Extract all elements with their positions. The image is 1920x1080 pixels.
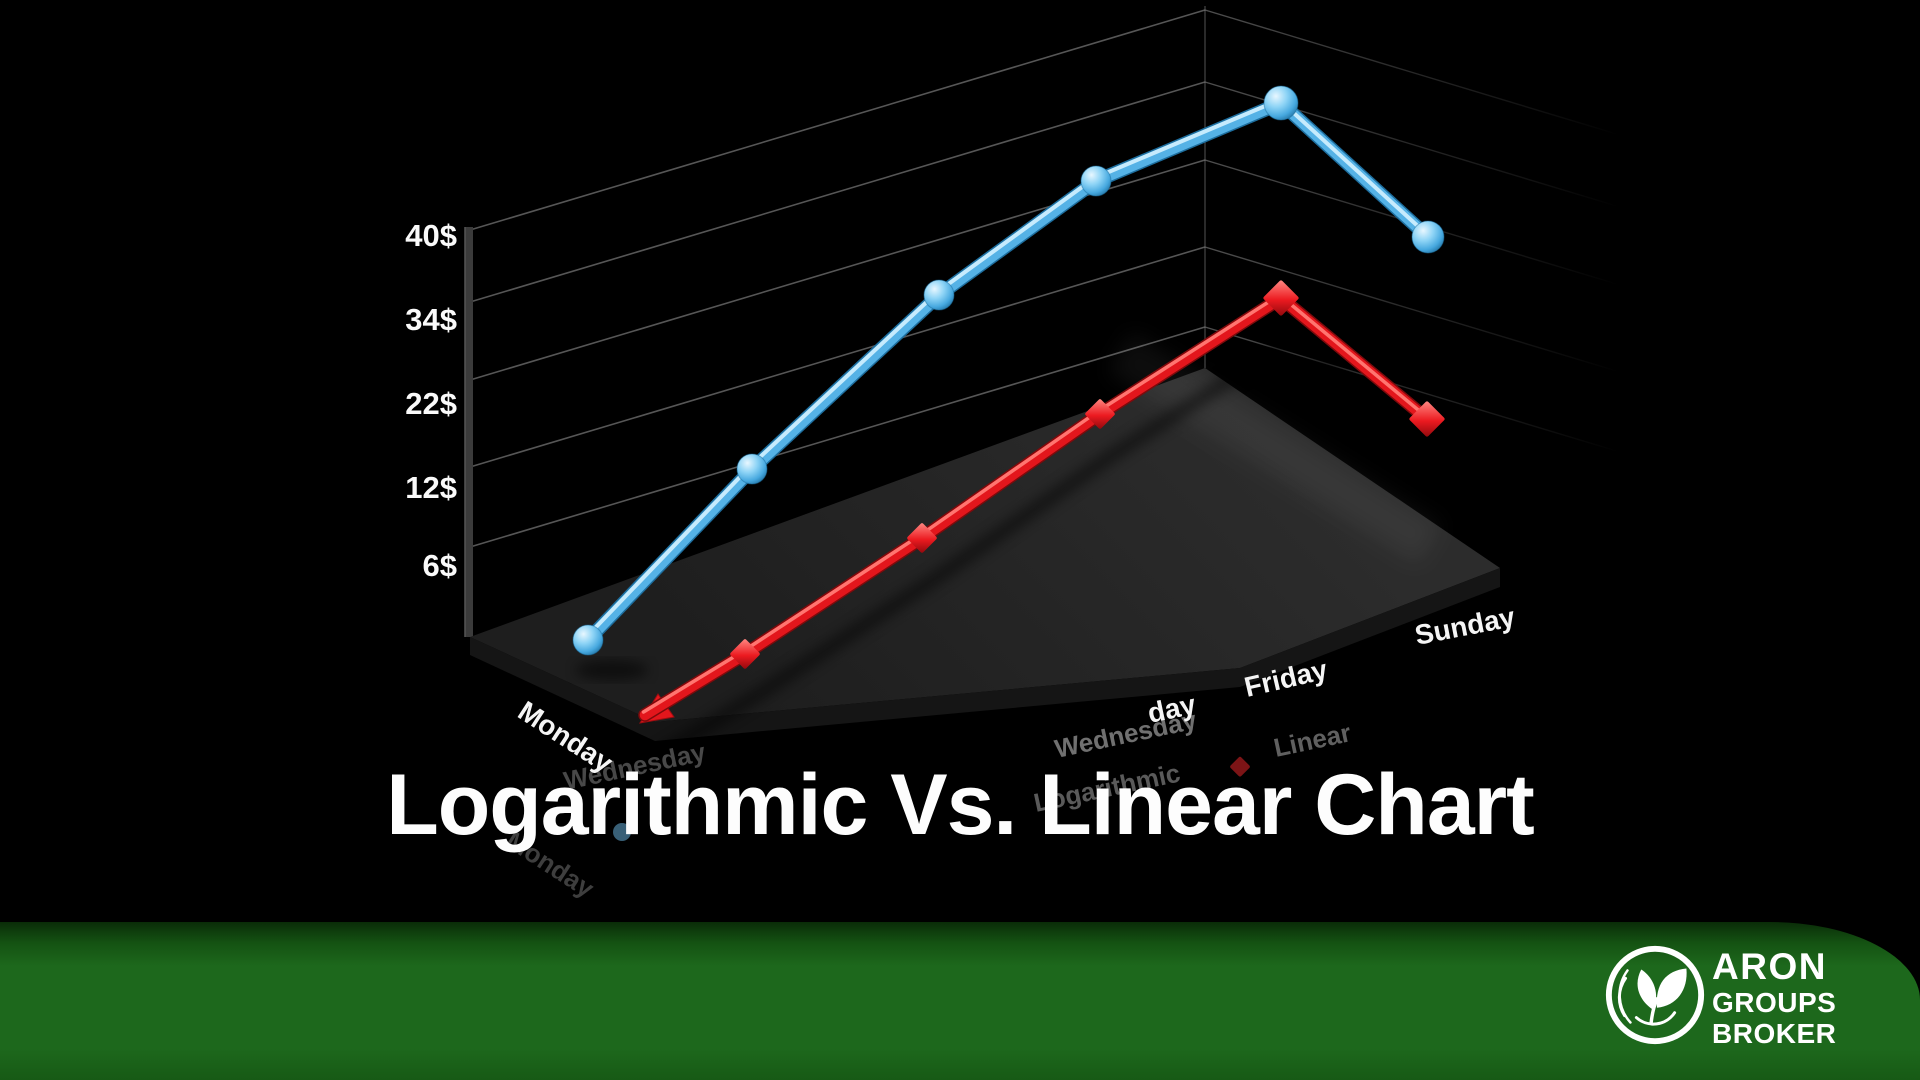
logo-swirl-arc-2 xyxy=(1618,969,1632,1024)
linear-series xyxy=(638,280,1445,724)
y-tick-34: 34$ xyxy=(405,302,457,337)
y-tick-22: 22$ xyxy=(405,386,457,421)
linear-point-marker xyxy=(1085,399,1115,429)
logarithmic-point-marker xyxy=(572,624,604,656)
y-tick-12: 12$ xyxy=(405,470,457,505)
linear-point-marker xyxy=(907,523,937,553)
brand-name-groups: GROUPS xyxy=(1712,987,1837,1018)
linear-floor-shadow xyxy=(652,331,1448,762)
logarithmic-line xyxy=(584,98,1429,639)
linear-point-marker xyxy=(1263,280,1299,316)
gridline-right-40 xyxy=(1204,9,1621,136)
ghost-legend-logarithmic-dot xyxy=(613,823,631,841)
brand-band xyxy=(0,922,1920,1080)
logo-swirl-arc-3 xyxy=(1634,1011,1677,1026)
gridline-right-12 xyxy=(1204,246,1621,373)
aron-logo-icon xyxy=(1605,945,1705,1045)
logarithmic-point-marker xyxy=(736,453,768,485)
logarithmic-series xyxy=(572,85,1445,656)
left-wall-gridlines xyxy=(469,9,1206,548)
gridline-40 xyxy=(469,9,1206,231)
y-axis-bar xyxy=(465,227,473,637)
brand-name-broker: BROKER xyxy=(1712,1018,1837,1049)
logarithmic-point-marker xyxy=(923,279,955,311)
logo-stem xyxy=(1649,997,1659,1026)
gridline-6 xyxy=(469,326,1206,548)
gridline-34 xyxy=(469,81,1206,303)
floor-side xyxy=(470,568,1500,741)
gridline-12 xyxy=(469,246,1206,468)
main-title: Logarithmic Vs. Linear Chart xyxy=(386,757,1535,853)
ghost-legend-linear-diamond xyxy=(1230,756,1250,777)
brand-text: ARON GROUPS BROKER xyxy=(1712,948,1836,1048)
y-tick-40: 40$ xyxy=(405,218,457,253)
floor-highlight-streak xyxy=(1107,332,1443,565)
linear-point-marker xyxy=(1409,401,1445,437)
linear-line xyxy=(641,293,1428,714)
linear-point-marker xyxy=(730,639,760,669)
logo-leaf-left xyxy=(1637,969,1657,1010)
y-tick-6: 6$ xyxy=(423,548,457,583)
brand-name-aron: ARON xyxy=(1712,946,1827,987)
logarithmic-point-marker xyxy=(1080,165,1112,197)
logarithmic-point-marker xyxy=(1411,220,1445,254)
blue-point-shadow xyxy=(576,660,648,680)
logo-leaf-right xyxy=(1656,968,1687,1008)
logarithmic-point-marker xyxy=(1263,85,1299,121)
floor-shadows xyxy=(576,331,1448,762)
logo-ring xyxy=(1605,945,1705,1045)
y-axis-labels: 40$ 34$ 22$ 12$ 6$ xyxy=(405,218,457,583)
